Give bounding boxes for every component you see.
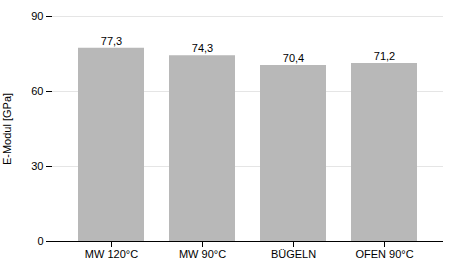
svg-text:E-Modul [GPa]: E-Modul [GPa] (1, 93, 13, 165)
svg-text:OFEN 90°C: OFEN 90°C (355, 248, 413, 260)
svg-text:71,2: 71,2 (374, 50, 395, 62)
svg-text:MW 120°C: MW 120°C (85, 248, 138, 260)
svg-text:MW 90°C: MW 90°C (179, 248, 226, 260)
svg-text:BÜGELN: BÜGELN (271, 248, 316, 260)
svg-text:77,3: 77,3 (101, 35, 122, 47)
svg-text:0: 0 (37, 235, 43, 247)
svg-text:74,3: 74,3 (192, 42, 213, 54)
svg-text:30: 30 (31, 160, 43, 172)
svg-text:60: 60 (31, 85, 43, 97)
svg-text:90: 90 (31, 10, 43, 22)
svg-text:70,4: 70,4 (283, 52, 304, 64)
